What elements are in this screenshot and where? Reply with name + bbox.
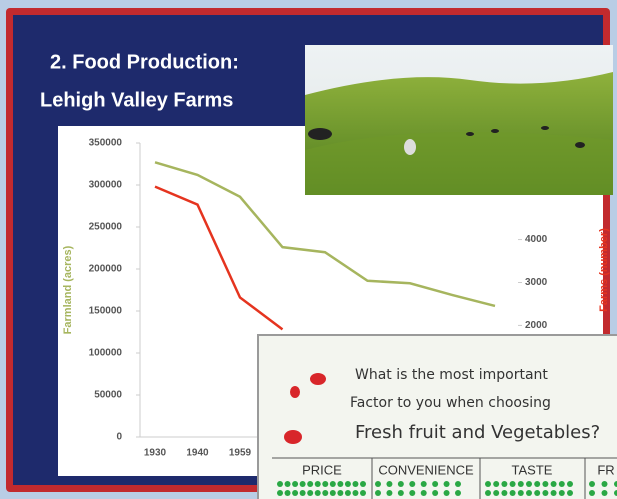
vote-dot: [485, 490, 491, 496]
vote-dot: [352, 481, 358, 487]
vote-dot: [292, 490, 298, 496]
vote-dot: [322, 481, 328, 487]
vote-dot: [567, 481, 573, 487]
y2-tick-label: 4000: [525, 234, 548, 245]
chart-title: 2. Food Production:: [50, 51, 239, 73]
vote-dot: [510, 481, 516, 487]
vote-dot: [285, 481, 291, 487]
vote-dot: [542, 481, 548, 487]
poster-column: TASTE: [512, 462, 553, 477]
y-tick-label: 350000: [89, 138, 123, 149]
vote-dot: [386, 490, 392, 496]
y-axis-label: Farmland (acres): [62, 245, 74, 334]
vote-dot: [375, 490, 381, 496]
y-tick-label: 150000: [89, 306, 123, 317]
vote-dot: [518, 490, 524, 496]
vote-dot: [534, 481, 540, 487]
vote-dot: [493, 490, 499, 496]
vote-dot: [589, 481, 595, 487]
vote-dot: [455, 481, 461, 487]
vote-dot: [307, 481, 313, 487]
page: {"chart_data":{"type":"line","title":"2.…: [0, 0, 617, 499]
vote-dot: [352, 490, 358, 496]
vote-dot: [345, 490, 351, 496]
y2-tick-label: 3000: [525, 277, 548, 288]
chart-subtitle: Lehigh Valley Farms: [40, 89, 233, 111]
vote-dot: [493, 481, 499, 487]
vote-dot: [292, 481, 298, 487]
vote-dot: [277, 481, 283, 487]
vote-dot: [526, 481, 532, 487]
vote-dot: [315, 490, 321, 496]
y-tick-label: 0: [116, 432, 122, 443]
vote-dot: [589, 490, 595, 496]
vote-dot: [337, 481, 343, 487]
vote-dot: [360, 490, 366, 496]
vote-dot: [559, 481, 565, 487]
vote-dot: [337, 490, 343, 496]
vote-dot: [602, 490, 608, 496]
y-tick-label: 250000: [89, 222, 123, 233]
x-tick-label: 1930: [144, 448, 167, 459]
y2-axis-label: Farms (number): [598, 228, 610, 312]
vote-dot: [432, 481, 438, 487]
poster: What is the most important Factor to you …: [258, 335, 617, 499]
vote-dot: [421, 481, 427, 487]
y-tick-label: 300000: [89, 180, 123, 191]
vote-dot: [277, 490, 283, 496]
vote-dot: [542, 490, 548, 496]
x-tick-label: 1959: [229, 448, 252, 459]
vote-dot: [300, 481, 306, 487]
vote-dot: [421, 490, 427, 496]
screenshot: 2. Food Production: Lehigh Valley Farms …: [0, 0, 617, 499]
vote-dot: [330, 481, 336, 487]
vote-dot: [501, 490, 507, 496]
vote-dot: [307, 490, 313, 496]
poster-question: Fresh fruit and Vegetables?: [355, 422, 600, 443]
vote-dot: [409, 481, 415, 487]
vote-dot: [455, 490, 461, 496]
vote-dot: [510, 490, 516, 496]
vote-dot: [551, 490, 557, 496]
poster-question: What is the most important: [355, 367, 548, 383]
y-tick-label: 100000: [89, 348, 123, 359]
vote-dot: [398, 490, 404, 496]
vote-dot: [386, 481, 392, 487]
poster-question: Factor to you when choosing: [350, 395, 551, 411]
vote-dot: [518, 481, 524, 487]
poster-column: PRICE: [302, 462, 342, 477]
vote-dot: [551, 481, 557, 487]
photo: [305, 45, 613, 195]
vote-dot: [360, 481, 366, 487]
y-tick-label: 50000: [94, 390, 122, 401]
vote-dot: [567, 490, 573, 496]
vote-dot: [398, 481, 404, 487]
vote-dot: [409, 490, 415, 496]
vote-dot: [485, 481, 491, 487]
vote-dot: [345, 481, 351, 487]
vote-dot: [300, 490, 306, 496]
poster-column: FR: [597, 462, 614, 477]
vote-dot: [526, 490, 532, 496]
vote-dot: [602, 481, 608, 487]
vote-dot: [444, 490, 450, 496]
vote-dot: [432, 490, 438, 496]
vote-dot: [375, 481, 381, 487]
vote-dot: [330, 490, 336, 496]
vote-dot: [501, 481, 507, 487]
y2-tick-label: 2000: [525, 320, 548, 331]
vote-dot: [534, 490, 540, 496]
y-tick-label: 200000: [89, 264, 123, 275]
vote-dot: [322, 490, 328, 496]
vote-dot: [285, 490, 291, 496]
x-tick-label: 1940: [186, 448, 209, 459]
poster-column: CONVENIENCE: [378, 462, 474, 477]
vote-dot: [315, 481, 321, 487]
vote-dot: [444, 481, 450, 487]
vote-dot: [559, 490, 565, 496]
